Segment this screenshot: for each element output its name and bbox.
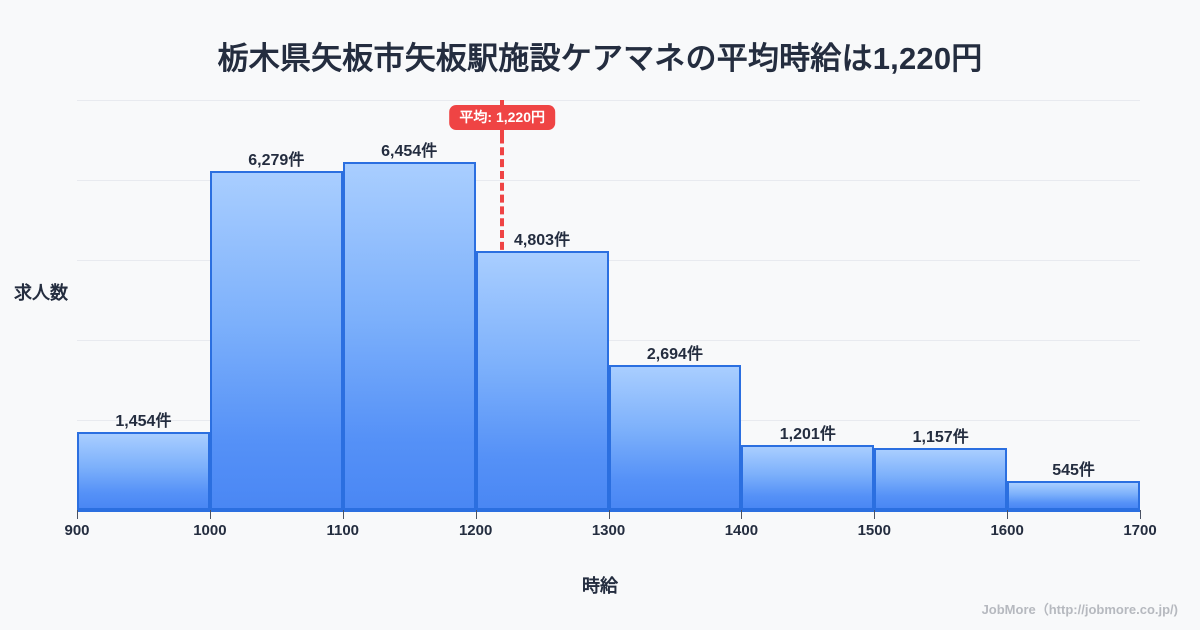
bar[interactable] [342, 161, 476, 510]
x-axis-tick-label: 1500 [857, 522, 891, 539]
bars-layer [77, 100, 1140, 510]
bar[interactable] [475, 250, 609, 510]
average-badge-stub [500, 131, 505, 138]
x-axis-tick [209, 510, 211, 519]
x-axis-tick-label: 1600 [990, 522, 1024, 539]
bar-value-label: 1,454件 [115, 412, 172, 430]
x-axis-tick [342, 510, 344, 519]
x-axis-title: 時給 [582, 576, 618, 596]
bar[interactable] [77, 431, 210, 510]
x-axis-tick-label: 1400 [724, 522, 759, 539]
bar[interactable] [874, 447, 1008, 510]
x-axis-tick [1140, 510, 1141, 519]
bar[interactable] [1007, 480, 1140, 510]
y-axis-title: 求人数 [14, 283, 68, 303]
bar[interactable] [741, 445, 875, 510]
bar-value-label: 6,279件 [248, 152, 305, 170]
bar[interactable] [209, 171, 343, 510]
bar-value-label: 6,454件 [381, 142, 438, 160]
x-axis-tick [741, 510, 743, 519]
x-axis-tick [1007, 510, 1009, 519]
bar-value-label: 545件 [1052, 461, 1095, 479]
x-axis-tick-label: 1200 [458, 522, 493, 539]
bar-value-label: 1,201件 [779, 426, 836, 444]
chart-title: 栃木県矢板市矢板駅施設ケアマネの平均時給は1,220円 [217, 41, 983, 76]
x-axis-tick-label: 1000 [193, 522, 227, 539]
average-badge[interactable]: 平均: 1,220円 [449, 105, 555, 131]
x-axis-tick [475, 510, 477, 519]
x-axis-tick [874, 510, 876, 519]
plot-area [77, 100, 1140, 510]
bar-value-label: 4,803件 [514, 231, 571, 249]
bar[interactable] [608, 364, 742, 510]
bar-value-label: 2,694件 [646, 345, 703, 363]
x-axis-tick [608, 510, 610, 519]
x-axis-tick-label: 1300 [591, 522, 626, 539]
x-axis-tick-label: 1700 [1123, 522, 1157, 539]
x-axis-tick-label: 900 [64, 522, 90, 539]
x-axis-tick [77, 510, 78, 519]
footer-credit: JobMore（http://jobmore.co.jp/) [981, 602, 1178, 617]
x-axis-tick-label: 1100 [326, 522, 360, 539]
bar-value-label: 1,157件 [912, 428, 969, 446]
